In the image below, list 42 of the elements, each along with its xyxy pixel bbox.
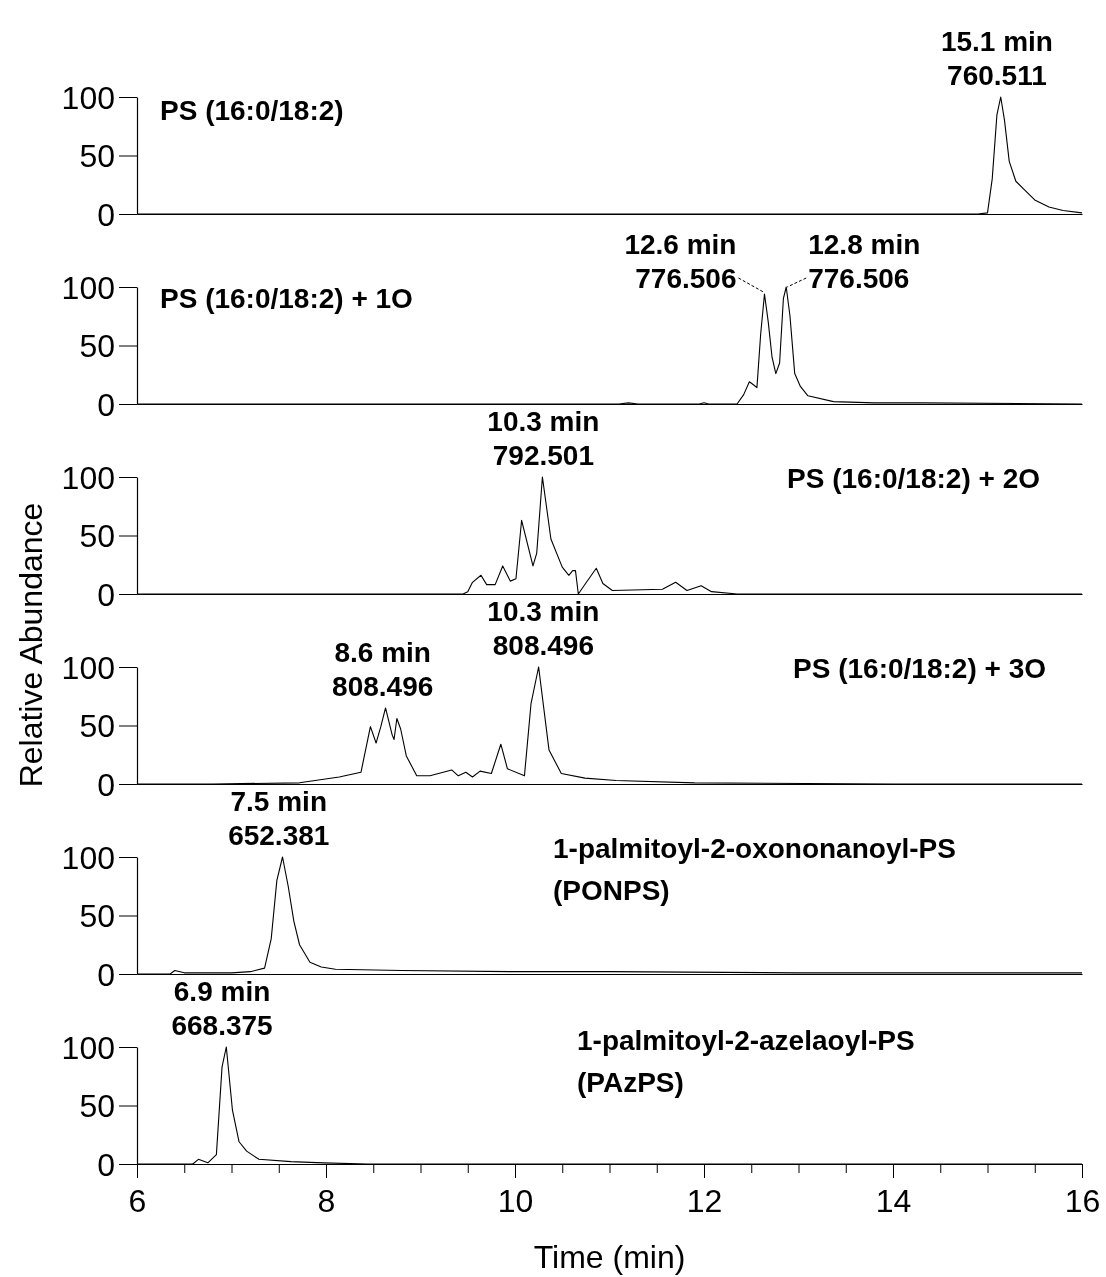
annotation: 6.9 min 668.375 [171, 976, 273, 1041]
y-tick-label: 50 [79, 518, 115, 554]
annotation: 12.6 min 776.506 [624, 229, 737, 294]
y-tick-label: 50 [79, 138, 115, 174]
y-tick-label: 50 [79, 328, 115, 364]
x-tick-label: 12 [686, 1183, 723, 1219]
y-axis-title: Relative Abundance [13, 502, 49, 788]
y-tick-label: 0 [97, 1146, 115, 1183]
y-tick-label: 100 [61, 1029, 115, 1066]
y-tick-label: 0 [97, 386, 115, 423]
chart-title: PS (16:0/18:2) + 3O [793, 653, 1046, 684]
y-tick-label: 50 [79, 1088, 115, 1124]
x-tick-label: 10 [497, 1183, 534, 1219]
chart-title: 1-palmitoyl-2-oxononanoyl-PS [553, 833, 956, 864]
y-tick-label: 100 [61, 459, 115, 496]
y-tick-label: 100 [61, 839, 115, 876]
annotation: 8.6 min 808.496 [332, 636, 434, 702]
y-tick-label: 100 [61, 649, 115, 686]
x-tick-label: 6 [128, 1183, 147, 1219]
x-axis-title: Time (min) [533, 1239, 686, 1275]
y-tick-label: 0 [97, 956, 115, 993]
chart-title: PS (16:0/18:2) [160, 95, 344, 126]
y-tick-label: 0 [97, 196, 115, 233]
annotation: 15.1 min 760.511 [940, 26, 1053, 91]
chart-title: 1-palmitoyl-2-azelaoyl-PS [577, 1025, 915, 1056]
annotation: 7.5 min 652.381 [228, 786, 330, 851]
x-tick-label: 16 [1064, 1183, 1101, 1219]
y-tick-label: 100 [61, 79, 115, 116]
annotation: 10.3 min 792.501 [487, 406, 600, 471]
x-tick-label: 14 [875, 1183, 912, 1219]
y-tick-label: 0 [97, 576, 115, 613]
chart-title: PS (16:0/18:2) + 1O [160, 283, 413, 314]
x-tick-label: 8 [317, 1183, 336, 1219]
text: (PONPS) [553, 875, 670, 906]
annotation: 12.8 min 776.506 [808, 229, 921, 294]
y-tick-label: 50 [79, 898, 115, 934]
y-tick-label: 50 [79, 708, 115, 744]
annotation: 10.3 min 808.496 [487, 596, 600, 661]
y-tick-label: 0 [97, 766, 115, 803]
y-tick-label: 100 [61, 269, 115, 306]
text: (PAzPS) [577, 1067, 684, 1098]
chart-title: PS (16:0/18:2) + 2O [787, 463, 1040, 494]
